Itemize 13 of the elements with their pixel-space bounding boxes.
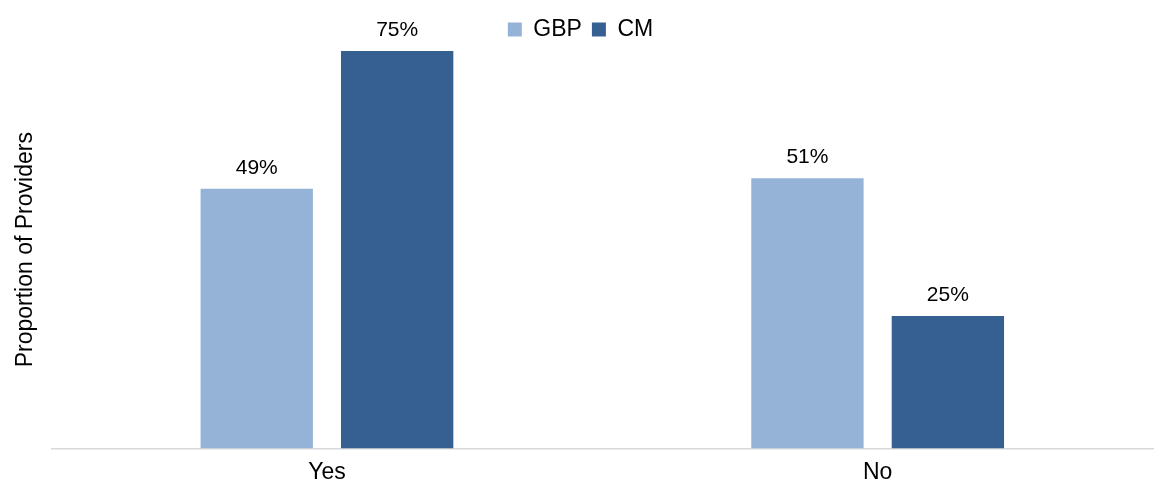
bar	[751, 178, 864, 449]
x-tick-label: No	[862, 457, 893, 484]
data-label: 49%	[235, 155, 278, 179]
data-label: 25%	[926, 282, 969, 306]
bar	[340, 51, 454, 449]
legend-label: CM	[617, 14, 654, 41]
y-axis-title: Proportion of Providers	[11, 132, 38, 368]
data-label: 75%	[376, 17, 419, 41]
bar	[891, 315, 1005, 449]
bar	[200, 188, 313, 449]
x-tick-label: Yes	[308, 457, 346, 484]
legend-label: GBP	[533, 14, 582, 41]
data-label: 51%	[786, 144, 829, 168]
